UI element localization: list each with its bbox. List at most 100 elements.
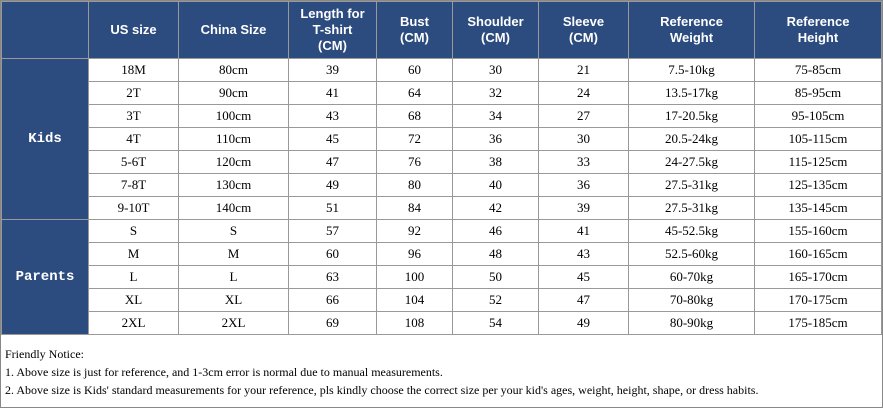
- header-cell: Reference Weight: [628, 1, 755, 59]
- data-cell: 7-8T: [88, 173, 179, 197]
- data-cell: 45: [538, 265, 629, 289]
- header-line: Bust: [400, 14, 429, 29]
- data-cell: 108: [376, 311, 453, 335]
- data-cell: 2T: [88, 81, 179, 105]
- data-cell: 125-135cm: [754, 173, 882, 197]
- data-cell: 39: [288, 58, 377, 82]
- data-cell: 2XL: [178, 311, 289, 335]
- data-cell: 50: [452, 265, 539, 289]
- data-cell: 80-90kg: [628, 311, 755, 335]
- data-cell: 42: [452, 196, 539, 220]
- data-row: 5-6T 120cm 47 76 38 33 24-27.5kg 115-125cm: [2, 150, 882, 174]
- data-cell: 60: [288, 242, 377, 266]
- data-cell: L: [178, 265, 289, 289]
- data-cell: 45-52.5kg: [628, 219, 755, 243]
- header-cell: Reference Height: [754, 1, 882, 59]
- data-cell: 46: [452, 219, 539, 243]
- data-cell: 100cm: [178, 104, 289, 128]
- data-cell: 52.5-60kg: [628, 242, 755, 266]
- header-line: Shoulder: [467, 14, 524, 29]
- data-cell: 47: [288, 150, 377, 174]
- data-row: 4T 110cm 45 72 36 30 20.5-24kg 105-115cm: [2, 127, 882, 151]
- data-cell: 85-95cm: [754, 81, 882, 105]
- data-cell: 38: [452, 150, 539, 174]
- data-cell: 90cm: [178, 81, 289, 105]
- data-cell: 34: [452, 104, 539, 128]
- data-cell: 120cm: [178, 150, 289, 174]
- data-cell: 52: [452, 288, 539, 312]
- notice-line: Friendly Notice:: [5, 347, 84, 361]
- header-line: T-shirt: [312, 22, 353, 37]
- header-line: US size: [110, 22, 157, 37]
- data-cell: 105-115cm: [754, 127, 882, 151]
- data-row: XL XL 66 104 52 47 70-80kg 170-175cm: [2, 288, 882, 312]
- data-cell: 72: [376, 127, 453, 151]
- data-cell: 30: [452, 58, 539, 82]
- data-cell: 135-145cm: [754, 196, 882, 220]
- data-cell: 75-85cm: [754, 58, 882, 82]
- data-cell: L: [88, 265, 179, 289]
- data-cell: XL: [178, 288, 289, 312]
- data-cell: 43: [288, 104, 377, 128]
- data-cell: 51: [288, 196, 377, 220]
- data-cell: 130cm: [178, 173, 289, 197]
- data-cell: 54: [452, 311, 539, 335]
- corner-cell: [1, 1, 89, 59]
- header-cell: Length for T-shirt (CM): [288, 1, 377, 59]
- header-line: Length for: [300, 6, 365, 21]
- data-row: 7-8T 130cm 49 80 40 36 27.5-31kg 125-135cm: [2, 173, 882, 197]
- data-cell: 18M: [88, 58, 179, 82]
- data-cell: 32: [452, 81, 539, 105]
- header-cell: Shoulder (CM): [452, 1, 539, 59]
- data-cell: 80cm: [178, 58, 289, 82]
- data-cell: 69: [288, 311, 377, 335]
- data-cell: 70-80kg: [628, 288, 755, 312]
- data-cell: 92: [376, 219, 453, 243]
- data-cell: 39: [538, 196, 629, 220]
- header-cell: Bust (CM): [376, 1, 453, 59]
- data-cell: 110cm: [178, 127, 289, 151]
- header-line: (CM): [569, 30, 598, 45]
- data-cell: 27.5-31kg: [628, 173, 755, 197]
- data-cell: 27: [538, 104, 629, 128]
- data-cell: 57: [288, 219, 377, 243]
- data-cell: 47: [538, 288, 629, 312]
- notice-line: 2. Above size is Kids' standard measurem…: [5, 383, 759, 397]
- data-cell: 41: [288, 81, 377, 105]
- data-cell: 165-170cm: [754, 265, 882, 289]
- data-cell: 41: [538, 219, 629, 243]
- header-row: US size China Size Length for T-shirt (CM) Bu…: [1, 1, 882, 59]
- data-cell: 115-125cm: [754, 150, 882, 174]
- header-line: Sleeve: [562, 14, 605, 29]
- data-cell: 60: [376, 58, 453, 82]
- data-cell: 76: [376, 150, 453, 174]
- table-body: Kids 18M 80cm 39 60 30 21 7.5-10kg 75-85cm 2T 90cm…: [1, 58, 882, 335]
- data-cell: 49: [288, 173, 377, 197]
- header-line: (CM): [318, 38, 347, 53]
- data-cell: 96: [376, 242, 453, 266]
- data-cell: 140cm: [178, 196, 289, 220]
- data-cell: 20.5-24kg: [628, 127, 755, 151]
- data-cell: 5-6T: [88, 150, 179, 174]
- data-cell: 36: [538, 173, 629, 197]
- data-cell: 30: [538, 127, 629, 151]
- data-cell: 63: [288, 265, 377, 289]
- data-row: 2XL 2XL 69 108 54 49 80-90kg 175-185cm: [2, 311, 882, 335]
- data-cell: S: [178, 219, 289, 243]
- data-cell: 43: [538, 242, 629, 266]
- data-row: 2T 90cm 41 64 32 24 13.5-17kg 85-95cm: [2, 81, 882, 105]
- header-line: Reference: [786, 14, 850, 29]
- header-line: (CM): [481, 30, 510, 45]
- data-cell: 95-105cm: [754, 104, 882, 128]
- data-cell: S: [88, 219, 179, 243]
- data-cell: 64: [376, 81, 453, 105]
- data-cell: 7.5-10kg: [628, 58, 755, 82]
- data-cell: 60-70kg: [628, 265, 755, 289]
- data-cell: 17-20.5kg: [628, 104, 755, 128]
- header-line: Height: [797, 30, 839, 45]
- data-cell: 68: [376, 104, 453, 128]
- data-cell: 27.5-31kg: [628, 196, 755, 220]
- header-line: (CM): [400, 30, 429, 45]
- data-row: M M 60 96 48 43 52.5-60kg 160-165cm: [2, 242, 882, 266]
- data-row: 3T 100cm 43 68 34 27 17-20.5kg 95-105cm: [2, 104, 882, 128]
